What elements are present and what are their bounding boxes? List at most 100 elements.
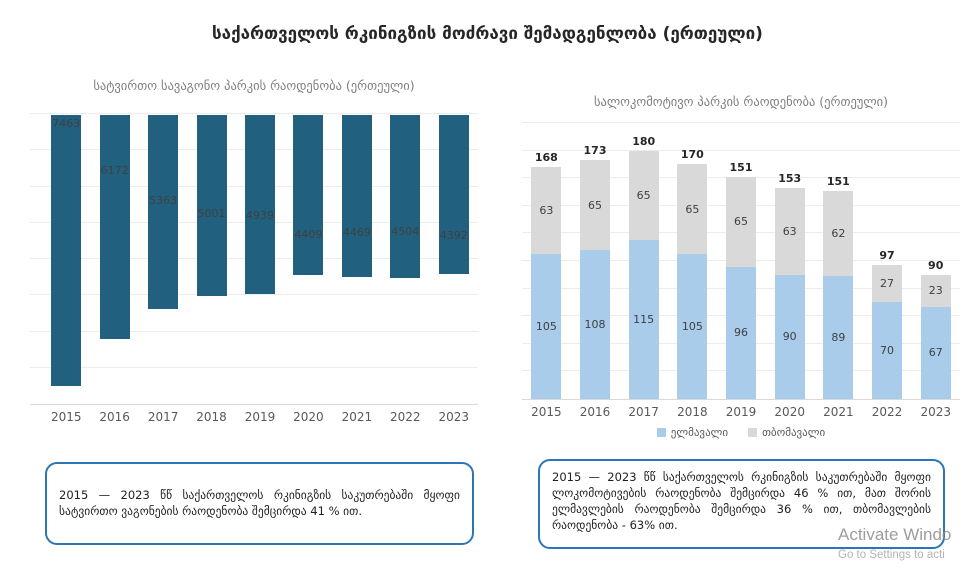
activate-windows-text: Activate Windo xyxy=(838,525,952,544)
bar-total-label: 97 xyxy=(879,249,895,263)
bar-group-2023: 4392 xyxy=(430,115,478,404)
stacked-bar-group-2016: 108 65 173 xyxy=(571,124,620,399)
bar-group-2022: 4504 xyxy=(381,115,429,404)
stacked-bar-group-2017: 115 65 180 xyxy=(619,124,668,399)
bar-2018 xyxy=(196,115,227,297)
bar-value-label: 5363 xyxy=(149,193,178,207)
freight-wagon-chart: სატვირთო სავაგონო პარკის რაოდენობა (ერთე… xyxy=(30,78,478,424)
bar-2022 xyxy=(390,115,421,279)
segment-electric-2015: 105 xyxy=(531,254,562,399)
stacked-bar-group-2022: 70 27 97 xyxy=(863,124,912,399)
go-to-settings-text: Go to Settings to acti xyxy=(838,549,945,561)
x-tick-2020: 2020 xyxy=(774,405,805,419)
segment-electric-2017: 115 xyxy=(628,240,659,399)
bar-group-2015: 7463 xyxy=(42,115,90,404)
legend-item-ელმავალი: ელმავალი xyxy=(656,426,728,439)
bar-value-label: 7463 xyxy=(52,117,81,131)
bar-group-2017: 5363 xyxy=(139,115,187,404)
segment-value-label: 105 xyxy=(535,320,557,334)
segment-value-label: 65 xyxy=(588,198,602,212)
locomotive-chart: სალოკომოტივო პარკის რაოდენობა (ერთეული) … xyxy=(522,94,960,439)
x-tick-2023: 2023 xyxy=(920,405,951,419)
x-tick-2015: 2015 xyxy=(50,410,82,424)
bar-group-2020: 4409 xyxy=(284,115,332,404)
segment-value-label: 63 xyxy=(539,204,554,218)
stacked-bar-group-2021: 89 62 151 xyxy=(814,124,863,399)
note-freight-wagons: 2015 — 2023 წწ საქართველოს რკინიგზის საკ… xyxy=(45,462,474,545)
segment-diesel-2017: 65 xyxy=(628,150,659,241)
x-tick-2019: 2019 xyxy=(244,410,276,424)
x-tick-2016: 2016 xyxy=(579,405,611,419)
x-tick-2019: 2019 xyxy=(725,405,757,419)
bar-total-label: 180 xyxy=(632,134,656,148)
bar-group-2016: 6172 xyxy=(90,115,138,404)
segment-electric-2021: 89 xyxy=(823,276,854,399)
legend-label: თბომავალი xyxy=(762,426,826,439)
segment-diesel-2015: 63 xyxy=(531,167,562,255)
legend-item-თბომავალი: თბომავალი xyxy=(748,426,825,439)
segment-diesel-2023: 23 xyxy=(920,274,951,307)
bar-group-2019: 4939 xyxy=(236,115,284,404)
gridline xyxy=(522,149,960,151)
gridline xyxy=(30,294,478,296)
segment-electric-2022: 70 xyxy=(872,302,903,399)
segment-value-label: 90 xyxy=(782,330,797,344)
bar-2021 xyxy=(341,115,372,277)
x-tick-2022: 2022 xyxy=(390,410,421,424)
segment-value-label: 65 xyxy=(734,215,749,229)
bar-total-label: 90 xyxy=(928,258,944,272)
segment-electric-2016: 108 xyxy=(580,249,610,399)
bar-value-label: 4469 xyxy=(342,226,371,239)
x-tick-2021: 2021 xyxy=(823,405,854,419)
x-tick-2020: 2020 xyxy=(293,410,324,424)
segment-value-label: 89 xyxy=(831,331,846,345)
gridline xyxy=(522,122,960,123)
segment-value-label: 62 xyxy=(831,226,846,240)
stacked-bar-group-2018: 105 65 170 xyxy=(668,124,717,399)
bar-group-2018: 5001 xyxy=(187,115,235,404)
segment-value-label: 63 xyxy=(782,224,797,238)
activate-windows-watermark: Activate Windo Go to Settings to acti xyxy=(838,525,951,561)
x-tick-2016: 2016 xyxy=(99,410,130,424)
x-tick-2018: 2018 xyxy=(196,410,227,424)
bar-total-label: 173 xyxy=(583,144,607,158)
bar-total-label: 151 xyxy=(826,174,850,188)
stacked-bar-group-2015: 105 63 168 xyxy=(522,124,571,399)
note-locomotives: 2015 — 2023 წწ საქართველოს რკინიგზის საკ… xyxy=(538,459,945,549)
segment-electric-2020: 90 xyxy=(774,274,805,399)
freight-chart-plot-area: 7463 6172 5363 5001 4939 4409 4469 4504 4392 xyxy=(30,113,478,405)
bar-2016 xyxy=(99,115,130,339)
segment-value-label: 65 xyxy=(636,188,651,202)
bar-2017 xyxy=(148,115,179,310)
legend-swatch-icon xyxy=(656,428,666,437)
segment-diesel-2018: 65 xyxy=(677,164,708,255)
gridline xyxy=(30,330,478,332)
segment-value-label: 115 xyxy=(633,313,655,327)
x-tick-2021: 2021 xyxy=(341,410,373,424)
bar-value-label: 5001 xyxy=(197,206,226,220)
note-locomotives-text: 2015 — 2023 წწ საქართველოს რკინიგზის საკ… xyxy=(552,470,931,532)
gridline xyxy=(30,366,478,368)
segment-value-label: 105 xyxy=(681,320,703,334)
bar-2020 xyxy=(293,115,324,275)
segment-value-label: 96 xyxy=(734,326,749,340)
bar-value-label: 6172 xyxy=(100,164,129,178)
stacked-bar-group-2019: 96 65 151 xyxy=(717,124,766,399)
locomotive-chart-plot-area: 105 63 168 108 65 173 115 65 180 105 65 170 96 65 151 9… xyxy=(522,122,960,400)
segment-electric-2023: 67 xyxy=(920,306,951,399)
segment-electric-2018: 105 xyxy=(677,254,708,399)
stacked-bar-group-2023: 67 23 90 xyxy=(911,124,960,399)
gridline xyxy=(30,113,478,114)
x-tick-2023: 2023 xyxy=(438,410,469,424)
locomotive-chart-x-axis: 2015 2016 2017 2018 2019 2020 2021 2022 2023 xyxy=(522,400,960,419)
segment-value-label: 67 xyxy=(928,346,943,360)
legend-swatch-icon xyxy=(748,428,758,437)
bar-total-label: 153 xyxy=(778,171,802,185)
segment-value-label: 23 xyxy=(928,284,943,298)
segment-diesel-2022: 27 xyxy=(872,265,903,303)
bar-group-2021: 4469 xyxy=(333,115,381,404)
bar-2015 xyxy=(51,115,82,386)
stacked-bar-group-2020: 90 63 153 xyxy=(765,124,814,399)
segment-diesel-2020: 63 xyxy=(774,187,805,275)
segment-value-label: 65 xyxy=(685,202,700,216)
